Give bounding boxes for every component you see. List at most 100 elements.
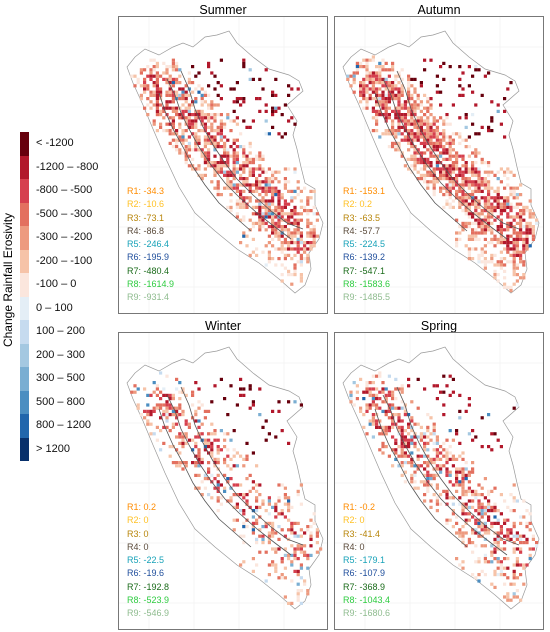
map-pixel [171, 145, 175, 149]
map-pixel [312, 521, 316, 525]
watershed-line [158, 92, 252, 232]
map-pixel [258, 550, 262, 554]
map-pixel [293, 269, 297, 273]
map-pixel [515, 279, 519, 283]
map-pixel [219, 84, 223, 88]
map-pixel [461, 509, 465, 513]
map-pixel [458, 93, 462, 97]
map-pixel [159, 429, 163, 433]
map-pixel [293, 273, 297, 277]
map-pixel [490, 525, 494, 529]
map-pixel [410, 119, 414, 123]
map-pixel [384, 116, 388, 120]
map-pixel [426, 425, 430, 429]
map-pixel [178, 413, 182, 417]
map-pixel [423, 93, 427, 97]
map-pixel [451, 138, 455, 142]
map-pixel [483, 177, 487, 181]
map-pixel [283, 183, 287, 187]
map-pixel [512, 269, 516, 273]
map-pixel [403, 135, 407, 139]
map-pixel [522, 205, 526, 209]
map-pixel [309, 544, 313, 548]
map-pixel [299, 273, 303, 277]
map-pixel [175, 464, 179, 468]
map-pixel [419, 125, 423, 129]
map-pixel [445, 473, 449, 477]
map-pixel [381, 432, 385, 436]
map-pixel [458, 528, 462, 532]
map-pixel [264, 177, 268, 181]
map-pixel [455, 457, 459, 461]
map-pixel [248, 473, 252, 477]
map-pixel [175, 435, 179, 439]
map-pixel [448, 518, 452, 522]
map-pixel [216, 183, 220, 187]
map-pixel [255, 177, 259, 181]
map-pixel [306, 241, 310, 245]
map-pixel [187, 93, 191, 97]
map-pixel [442, 129, 446, 133]
map-pixel [506, 244, 510, 248]
map-pixel [216, 489, 220, 493]
map-pixel [261, 87, 265, 91]
map-pixel [400, 454, 404, 458]
map-pixel [381, 381, 385, 385]
map-pixel [442, 413, 446, 417]
map-pixel [464, 489, 468, 493]
map-pixel [490, 129, 494, 133]
map-pixel [359, 100, 363, 104]
map-pixel [435, 509, 439, 513]
map-pixel [280, 557, 284, 561]
map-pixel [280, 576, 284, 580]
map-pixel [426, 429, 430, 433]
map-pixel [210, 106, 214, 110]
map-pixel [423, 122, 427, 126]
map-pixel [264, 209, 268, 213]
map-pixel [213, 161, 217, 165]
map-pixel [515, 557, 519, 561]
map-pixel [461, 154, 465, 158]
map-pixel [229, 438, 233, 442]
legend-swatch [20, 343, 29, 367]
map-pixel [439, 170, 443, 174]
map-pixel [400, 441, 404, 445]
map-pixel [423, 161, 427, 165]
map-pixel [493, 269, 497, 273]
map-pixel [203, 167, 207, 171]
map-pixel [400, 90, 404, 94]
map-pixel [477, 505, 481, 509]
map-pixel [255, 253, 259, 257]
map-pixel [515, 499, 519, 503]
map-pixel [213, 116, 217, 120]
map-pixel [184, 157, 188, 161]
map-pixel [368, 422, 372, 426]
map-pixel [451, 512, 455, 516]
map-pixel [210, 445, 214, 449]
map-pixel [416, 457, 420, 461]
map-pixel [290, 273, 294, 277]
legend-label: 500 – 800 [36, 395, 85, 408]
map-pixel [483, 528, 487, 532]
map-pixel [410, 97, 414, 101]
map-pixel [455, 480, 459, 484]
map-pixel [216, 113, 220, 117]
map-pixel [477, 493, 481, 497]
map-pixel [242, 119, 246, 123]
map-pixel [290, 116, 294, 120]
map-pixel [296, 573, 300, 577]
map-pixel [159, 448, 163, 452]
map-pixel [378, 65, 382, 69]
map-pixel [296, 547, 300, 551]
map-pixel [448, 496, 452, 500]
map-pixel [503, 257, 507, 261]
map-pixel [293, 209, 297, 213]
map-pixel [168, 77, 172, 81]
map-pixel [384, 93, 388, 97]
map-pixel [261, 425, 265, 429]
map-pixel [242, 148, 246, 152]
map-pixel [159, 371, 163, 375]
map-pixel [162, 77, 166, 81]
map-pixel [251, 237, 255, 241]
region-value: R6: -19.6 [127, 568, 165, 579]
